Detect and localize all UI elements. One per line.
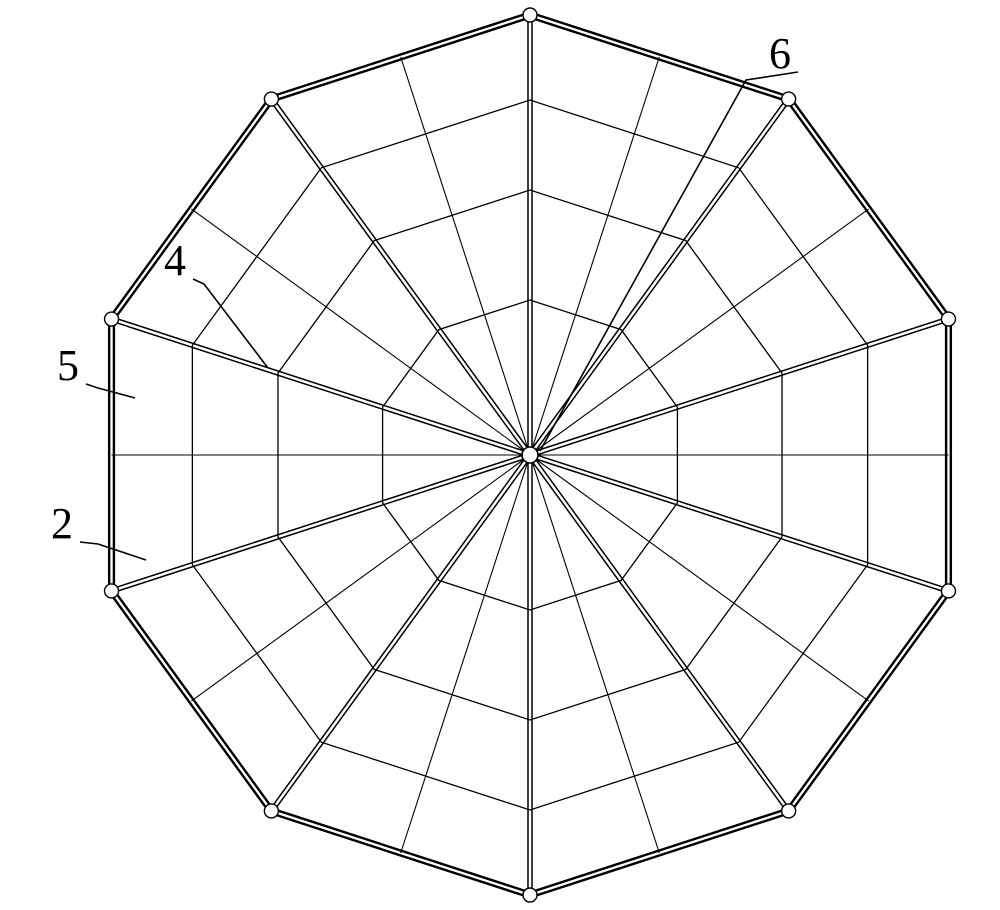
spoke [538, 456, 949, 589]
spoke [536, 100, 790, 449]
outer-joint [105, 312, 119, 326]
web-diagram: 6 4 5 2 [0, 0, 1000, 910]
outer-joint [523, 8, 537, 22]
spoke [111, 321, 522, 454]
outer-joint [264, 92, 278, 106]
secondary-spoke [530, 455, 659, 853]
spoke [112, 317, 523, 450]
secondary-spoke [530, 209, 869, 455]
outer-joint [941, 312, 955, 326]
secondary-spoke [401, 455, 530, 853]
outer-joint [782, 804, 796, 818]
spoke [536, 460, 790, 809]
callout-label: 4 [164, 236, 186, 285]
outer-joint [105, 584, 119, 598]
outer-joint [523, 888, 537, 902]
spoke [273, 98, 527, 447]
spoke [537, 317, 948, 450]
spoke [273, 463, 527, 812]
center-hub [522, 447, 538, 463]
callout-label: 5 [57, 341, 79, 390]
secondary-spoke [401, 57, 530, 455]
callout-2: 2 [51, 499, 146, 560]
callout-label: 2 [51, 499, 73, 548]
outer-joint [941, 584, 955, 598]
spoke [270, 460, 524, 809]
outer-joint [264, 804, 278, 818]
spoke [270, 100, 524, 449]
spoke [538, 321, 949, 454]
spoke [112, 459, 523, 592]
secondary-spoke [530, 455, 869, 701]
spoke [111, 456, 522, 589]
callout-4: 4 [164, 236, 268, 368]
secondary-spoke [191, 209, 530, 455]
outer-joint [782, 92, 796, 106]
secondary-spoke [191, 455, 530, 701]
callout-label: 6 [769, 29, 791, 78]
callout-5: 5 [57, 341, 135, 398]
spoke [537, 459, 948, 592]
secondary-spoke [530, 57, 659, 455]
spoke [533, 463, 787, 812]
